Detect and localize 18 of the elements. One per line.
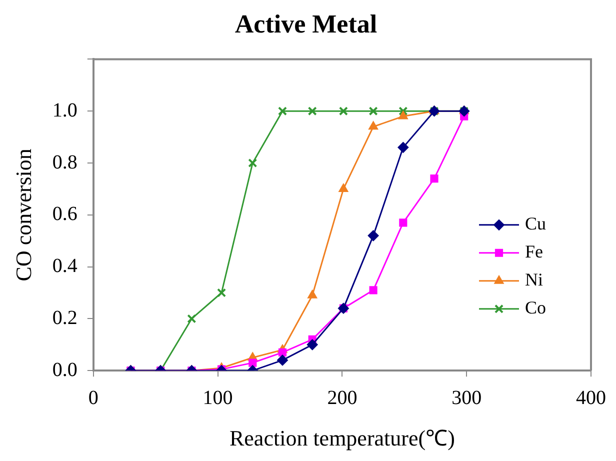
y-tick-label: 0.2 (52, 306, 78, 329)
x-tick-label: 0 (88, 386, 98, 409)
y-axis-title: CO conversion (10, 148, 36, 282)
x-axis-title: Reaction temperature(℃) (229, 426, 455, 451)
x-tick-label: 200 (327, 386, 358, 409)
legend-label: Cu (525, 214, 546, 234)
x-tick-label: 400 (576, 386, 606, 409)
y-tick-label: 1.0 (52, 99, 78, 122)
y-tick-label: 0.4 (52, 255, 78, 278)
legend-label: Ni (525, 270, 543, 290)
y-tick-label: 0.8 (52, 151, 78, 174)
y-tick-label: 0.0 (52, 358, 78, 381)
y-tick-label: 0.6 (52, 203, 78, 226)
legend-label: Fe (525, 242, 544, 262)
legend-label: Co (525, 298, 546, 318)
chart-title: Active Metal (234, 9, 378, 38)
x-tick-label: 300 (452, 386, 482, 409)
x-tick-label: 100 (202, 386, 233, 409)
